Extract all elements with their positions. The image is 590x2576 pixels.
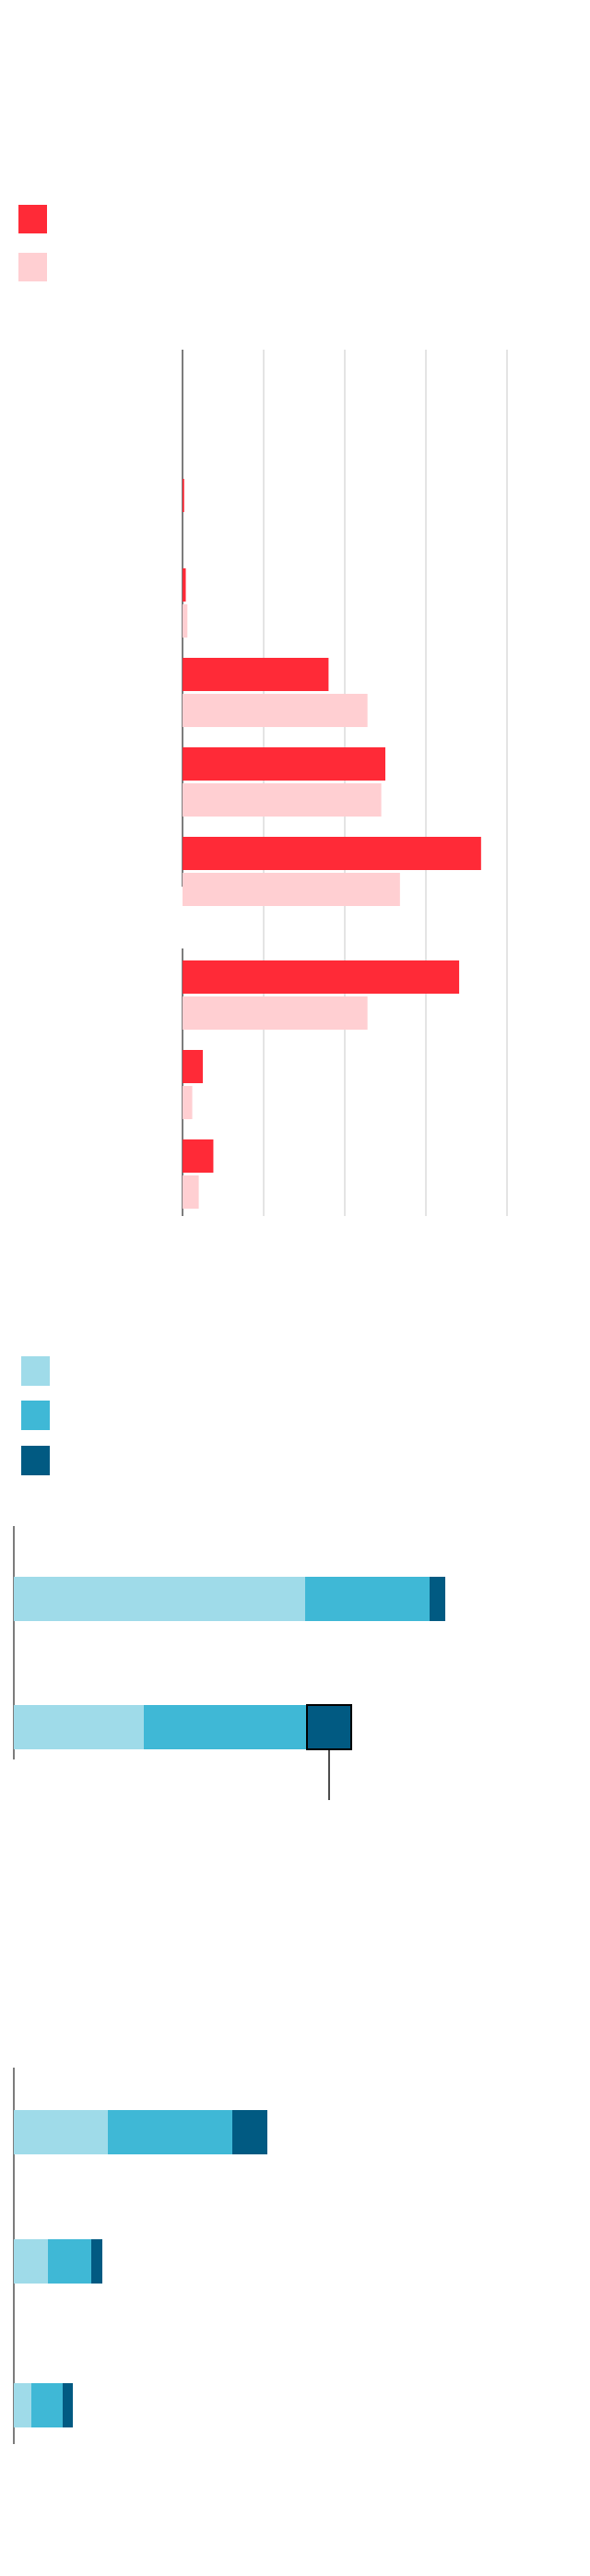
legend-swatch — [18, 205, 47, 233]
bar — [183, 873, 400, 906]
bar-segment — [48, 2239, 91, 2284]
bar — [183, 837, 481, 870]
bar-segment — [91, 2239, 102, 2284]
legend-swatch — [21, 1446, 50, 1475]
bar — [183, 996, 368, 1030]
bar-segment — [144, 1705, 307, 1749]
bar-segment — [14, 1577, 305, 1621]
bar-segment — [14, 2239, 48, 2284]
bar-segment — [31, 2383, 63, 2427]
bar-segment — [232, 2110, 267, 2154]
bar-segment — [14, 2383, 31, 2427]
bar — [183, 658, 329, 691]
legend-swatch — [21, 1356, 50, 1386]
legend-swatch — [18, 253, 47, 281]
bar — [183, 960, 460, 994]
bar — [183, 1139, 214, 1173]
bar — [183, 747, 385, 781]
bar — [183, 479, 184, 512]
bar — [183, 1086, 193, 1119]
stacked-bar-chart-bottom — [13, 2068, 267, 2444]
bar-segment — [14, 2110, 108, 2154]
bar — [183, 568, 186, 602]
bar — [183, 1175, 199, 1209]
stacked-bar-chart-top — [13, 1356, 445, 1800]
bar-segment — [14, 1705, 144, 1749]
legend-swatch — [21, 1401, 50, 1430]
bar — [183, 694, 368, 727]
bar-segment — [430, 1577, 445, 1621]
bar — [183, 783, 382, 817]
bar — [183, 1050, 203, 1083]
bar-segment — [305, 1577, 430, 1621]
highlighted-bar-segment — [306, 1704, 352, 1750]
bar — [183, 604, 188, 638]
bar-segment — [108, 2110, 232, 2154]
grouped-bar-chart — [18, 205, 508, 1216]
bar-segment — [63, 2383, 73, 2427]
